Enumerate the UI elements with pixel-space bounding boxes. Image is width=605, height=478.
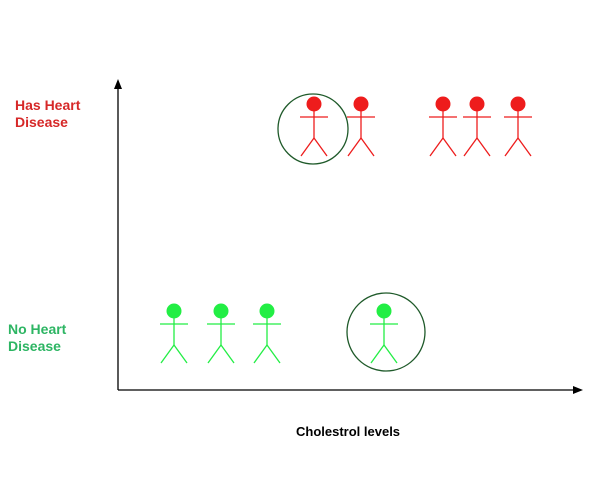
figure-head: [259, 303, 275, 319]
stick-figure-negative: [207, 303, 235, 364]
figure-right-leg: [266, 344, 281, 364]
label-has-heart-disease-line2: Disease: [15, 114, 68, 130]
figure-right-leg: [220, 344, 235, 364]
figure-head: [213, 303, 229, 319]
figure-head: [376, 303, 392, 319]
highlight-circle: [277, 93, 349, 165]
figure-right-leg: [442, 137, 457, 157]
x-axis-label: Cholestrol levels: [296, 424, 401, 439]
label-no-heart-disease: No Heart Disease: [8, 321, 66, 355]
figure-head: [469, 96, 485, 112]
figure-right-leg: [173, 344, 188, 364]
figure-right-leg: [517, 137, 532, 157]
stick-figure-negative: [346, 292, 426, 372]
x-axis-arrowhead: [573, 386, 583, 394]
figure-left-leg: [207, 344, 222, 364]
axes: [114, 79, 583, 394]
stick-figure-positive: [429, 96, 457, 157]
figure-left-leg: [347, 137, 362, 157]
figure-left-leg: [370, 344, 385, 364]
stick-figure-positive: [347, 96, 375, 157]
figure-head: [353, 96, 369, 112]
figure-left-leg: [253, 344, 268, 364]
figure-left-leg: [300, 137, 315, 157]
stick-figure-positive: [504, 96, 532, 157]
figure-head: [435, 96, 451, 112]
figure-right-leg: [383, 344, 398, 364]
people-layer: [160, 93, 532, 372]
stick-figure-negative: [160, 303, 188, 364]
figure-right-leg: [360, 137, 375, 157]
figure-right-leg: [476, 137, 491, 157]
stick-figure-positive: [463, 96, 491, 157]
y-axis-arrowhead: [114, 79, 122, 89]
figure-left-leg: [429, 137, 444, 157]
figure-head: [166, 303, 182, 319]
figure-left-leg: [504, 137, 519, 157]
highlight-circle: [346, 292, 426, 372]
figure-left-leg: [160, 344, 175, 364]
label-no-heart-disease-line2: Disease: [8, 338, 61, 354]
label-has-heart-disease-line1: Has Heart: [15, 97, 81, 113]
stick-figure-positive: [277, 93, 349, 165]
figure-left-leg: [463, 137, 478, 157]
label-no-heart-disease-line1: No Heart: [8, 321, 67, 337]
figure-right-leg: [313, 137, 328, 157]
label-has-heart-disease: Has Heart Disease: [15, 97, 80, 131]
figure-head: [510, 96, 526, 112]
figure-head: [306, 96, 322, 112]
stick-figure-negative: [253, 303, 281, 364]
